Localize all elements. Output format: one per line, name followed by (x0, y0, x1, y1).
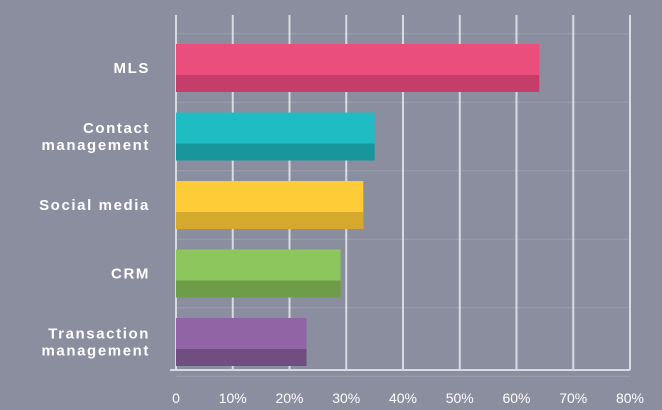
category-label: management (41, 343, 150, 360)
bar-shade (176, 280, 341, 298)
bar-shade (176, 349, 307, 366)
category-label: CRM (111, 266, 150, 283)
x-tick-label: 30% (332, 390, 360, 406)
bar-shade (176, 143, 375, 161)
category-label: Social media (39, 197, 150, 214)
bar-shade (176, 75, 540, 92)
x-tick-label: 60% (502, 390, 530, 406)
category-label: Transaction (48, 326, 150, 343)
category-label: Contact (83, 120, 150, 137)
bars (176, 44, 540, 366)
bar-shade (176, 212, 364, 229)
x-tick-label: 50% (446, 390, 474, 406)
x-tick-label: 20% (275, 390, 303, 406)
x-tick-label: 0 (172, 390, 180, 406)
x-tick-label: 80% (616, 390, 644, 406)
x-tick-label: 70% (559, 390, 587, 406)
category-label: MLS (114, 60, 150, 77)
x-tick-label: 10% (219, 390, 247, 406)
x-tick-labels: 0 10% 20% 30% 40% 50% 60% 70% 80% (172, 390, 644, 406)
x-tick-label: 40% (389, 390, 417, 406)
category-label: management (41, 137, 150, 154)
